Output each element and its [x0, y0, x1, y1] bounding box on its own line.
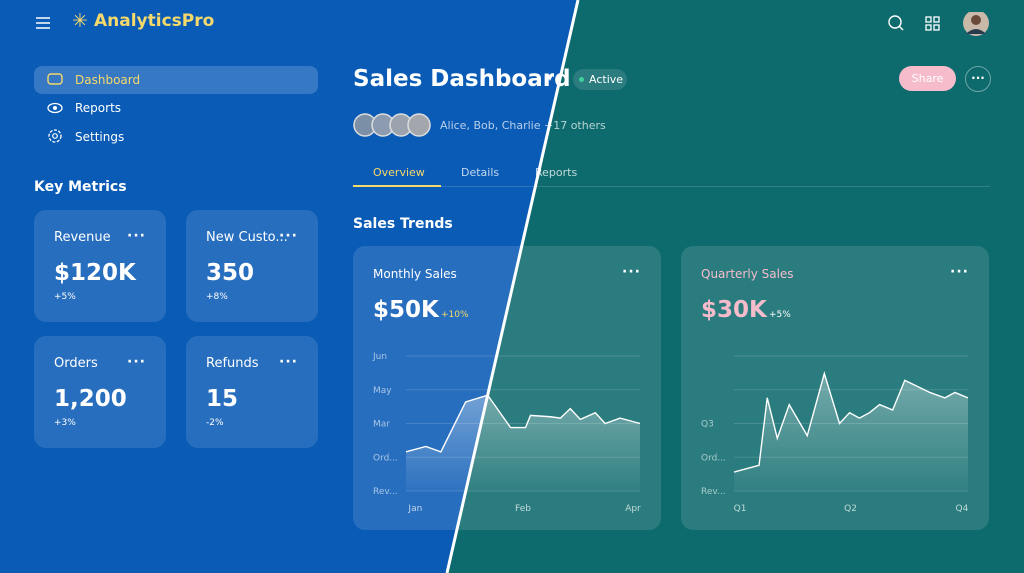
more-button[interactable]: ··· — [279, 228, 298, 244]
x-tick-label: Apr — [625, 504, 641, 514]
line — [405, 394, 641, 453]
y-tick-label: May — [373, 386, 392, 396]
brand: AnalyticsPro — [94, 11, 215, 31]
y-tick-label: Q3 — [701, 420, 714, 430]
y-tick-label: Rev... — [701, 487, 726, 497]
metric-delta: +8% — [206, 292, 228, 302]
more-button[interactable]: ··· — [950, 264, 969, 280]
metric-value: 350 — [206, 260, 255, 286]
y-tick-label: Rev... — [373, 487, 398, 497]
chart-delta: +5% — [769, 310, 791, 320]
area — [734, 373, 968, 491]
brand-icon: ✳ — [72, 10, 88, 32]
chart-card: Quarterly Sales $30K +5% ··· Rev... Ord... Q3 Q… — [681, 246, 989, 530]
metric-delta: -2% — [206, 418, 224, 428]
metric-card: New Custo... 350 +8% ··· — [186, 210, 318, 322]
tab[interactable]: Details — [461, 166, 500, 179]
metric-value: 1,200 — [54, 386, 127, 412]
x-tick-label: Jan — [407, 504, 422, 514]
line — [733, 371, 969, 473]
more-button[interactable]: ··· — [127, 354, 146, 370]
metric-delta: +3% — [54, 418, 76, 428]
chart-delta: +10% — [441, 310, 469, 320]
nav-item[interactable]: Reports — [75, 101, 122, 115]
status: Active — [589, 73, 624, 86]
chart-card: Monthly Sales $50K +10% ··· Rev... Ord... Mar M… — [353, 246, 661, 530]
chart: Rev... Ord... Mar May Jun Jan Feb Apr — [372, 352, 641, 514]
area — [406, 395, 640, 491]
tab[interactable]: Reports — [535, 166, 578, 179]
metric-card: Revenue $120K +5% ··· — [34, 210, 166, 322]
menu-icon[interactable] — [34, 14, 52, 32]
metric-value: $120K — [54, 260, 136, 286]
y-tick-label: Jun — [372, 352, 387, 362]
x-tick-label: Q4 — [956, 504, 969, 514]
more-button[interactable]: ··· — [279, 354, 298, 370]
chart-title: Quarterly Sales — [701, 267, 794, 281]
chart-title: Monthly Sales — [373, 267, 457, 281]
chart: Rev... Ord... Q3 Q1 Q2 Q4 — [701, 355, 969, 514]
metric-card: Orders 1,200 +3% ··· — [34, 336, 166, 448]
avatars — [353, 113, 431, 137]
nav-item[interactable]: Settings — [75, 130, 125, 144]
metric-label: Revenue — [54, 230, 111, 245]
metric-card: Refunds 15 -2% ··· — [186, 336, 318, 448]
more-button[interactable]: ··· — [622, 264, 641, 280]
nav-icons — [47, 73, 63, 143]
metric-label: Refunds — [206, 356, 259, 371]
y-tick-label: Mar — [373, 420, 390, 430]
y-tick-label: Ord... — [373, 453, 398, 463]
more-button[interactable]: ··· — [965, 66, 991, 92]
status-badge: Active — [573, 69, 627, 90]
section-title: Key Metrics — [34, 179, 127, 195]
nav-active — [34, 66, 318, 94]
x-tick-label: Q2 — [844, 504, 857, 514]
metric-value: 15 — [206, 386, 239, 412]
metric-label: New Custo... — [206, 230, 288, 245]
dropdown[interactable]: ▾ — [547, 70, 554, 84]
collaborators: Alice, Bob, Charlie +17 others — [440, 119, 606, 132]
top-icons — [888, 12, 989, 36]
tab-indicator — [353, 185, 441, 187]
share-button[interactable]: Share — [899, 66, 956, 91]
chart-value: $30K — [701, 297, 767, 323]
metric-label: Orders — [54, 356, 98, 371]
tab[interactable]: Overview — [373, 166, 425, 179]
x-tick-label: Q1 — [734, 504, 747, 514]
x-tick-label: Feb — [515, 504, 531, 514]
metric-delta: +5% — [54, 292, 76, 302]
nav-item[interactable]: Dashboard — [75, 73, 141, 87]
section-title: Sales Trends — [353, 216, 453, 232]
page-title: Sales Dashboard — [353, 66, 571, 92]
chart-value: $50K — [373, 297, 439, 323]
more-button[interactable]: ··· — [127, 228, 146, 244]
tab-rule — [353, 186, 990, 187]
y-tick-label: Ord... — [701, 453, 726, 463]
